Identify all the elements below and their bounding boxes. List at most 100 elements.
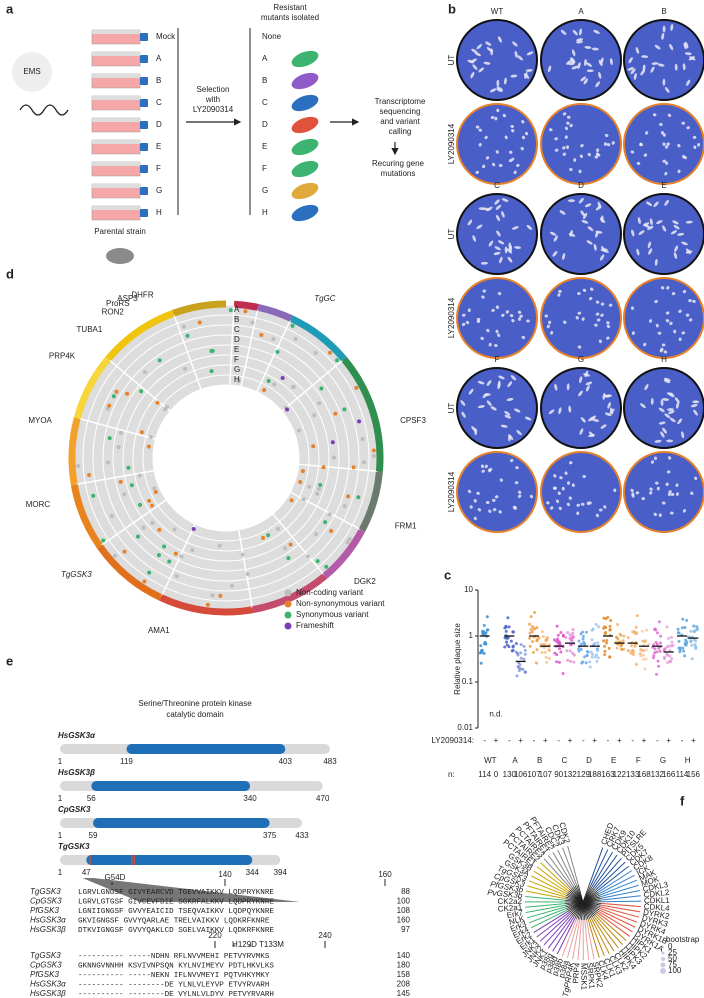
label: DHFR xyxy=(131,290,153,299)
chromosome-arc xyxy=(341,356,384,472)
variant-dot xyxy=(172,527,177,532)
flask-cap xyxy=(140,33,148,41)
plaque xyxy=(682,509,686,513)
plaque xyxy=(557,491,561,496)
plaque-dot xyxy=(597,625,601,629)
plaque xyxy=(516,430,522,436)
tree-leaf: PRP4 xyxy=(571,962,582,984)
plaque xyxy=(662,25,666,33)
plaque xyxy=(563,320,567,324)
plaque-dot xyxy=(635,631,639,635)
plaque xyxy=(627,67,635,71)
plaque xyxy=(666,470,671,474)
plaque xyxy=(580,417,586,423)
n-label: 168 xyxy=(637,770,651,779)
plaque-well xyxy=(623,367,704,449)
plaque-well xyxy=(623,19,704,101)
variant-dot xyxy=(291,385,296,390)
plaque-dot xyxy=(642,653,646,657)
plaque xyxy=(483,207,491,211)
plaque xyxy=(650,66,655,73)
plaque-dot xyxy=(639,648,643,652)
plaque-dot xyxy=(579,642,583,646)
plaque xyxy=(558,289,562,293)
plaque xyxy=(460,400,466,406)
plaque-dot xyxy=(667,636,671,640)
plaque xyxy=(501,211,505,218)
plaque xyxy=(521,119,525,124)
plaque xyxy=(578,169,582,174)
treatment-label: - xyxy=(582,736,585,745)
plaque xyxy=(523,73,530,79)
plaque xyxy=(643,342,647,347)
plaque-dot xyxy=(534,661,538,665)
plaque-dot xyxy=(616,622,620,626)
tree-leaf: CDKL1 xyxy=(644,896,670,905)
chromosome-arc xyxy=(252,573,328,614)
plaque xyxy=(507,256,513,263)
plaque-dot xyxy=(482,623,486,627)
plaque-dot xyxy=(690,657,694,661)
variant-dot xyxy=(327,512,332,517)
plaque xyxy=(520,146,524,151)
plaque xyxy=(662,133,666,137)
plaque xyxy=(606,321,610,325)
plaque xyxy=(486,46,493,52)
plaque-dot xyxy=(584,661,588,665)
plaque-dot xyxy=(609,619,613,623)
plaque-well xyxy=(456,451,538,533)
plaque xyxy=(512,226,519,230)
label: 160 xyxy=(378,870,392,879)
label: D xyxy=(262,120,268,129)
plaque-dot xyxy=(561,671,565,675)
plaque-dot xyxy=(537,636,541,640)
plaque xyxy=(644,384,649,391)
plaque xyxy=(667,492,672,496)
plaque xyxy=(494,495,499,499)
plaque xyxy=(668,392,675,398)
plaque xyxy=(514,408,521,413)
plaque-dot xyxy=(640,629,644,633)
label: D xyxy=(578,181,584,190)
plaque-dot xyxy=(653,647,657,651)
legend-swatch xyxy=(284,600,292,608)
plaque xyxy=(646,201,653,207)
plaque-dot xyxy=(566,631,570,635)
plaque-dot xyxy=(644,648,648,652)
plaque xyxy=(461,322,466,327)
variant-dot xyxy=(150,503,155,508)
plaque xyxy=(476,224,483,230)
label: LY2090314 xyxy=(447,123,456,164)
variant-dot xyxy=(118,479,123,484)
plaque xyxy=(594,155,599,159)
sequence-end: 208 xyxy=(397,980,411,989)
tree-branch xyxy=(552,852,575,887)
sequence: GKNNGVNNHH KSVIVNPSQN KYLNVIMEYV PDTLHKV… xyxy=(78,963,274,971)
plaque xyxy=(475,125,480,129)
plaque xyxy=(476,44,483,50)
plaque xyxy=(509,458,514,463)
tree-branch xyxy=(527,906,566,919)
plaque-dot xyxy=(658,649,662,653)
tree-branch xyxy=(600,906,640,918)
tree-branch xyxy=(590,849,609,886)
plaque-dot xyxy=(583,643,587,647)
plaque-dot xyxy=(595,659,599,663)
plaque xyxy=(477,405,485,409)
plaque-dot xyxy=(680,626,684,630)
plaque xyxy=(498,510,502,514)
variant-dot xyxy=(300,469,305,474)
plaque-dot xyxy=(692,624,696,628)
plaque xyxy=(568,405,572,413)
plaque xyxy=(554,148,559,152)
plaque xyxy=(499,478,503,482)
label: 1 xyxy=(58,757,63,766)
plaque xyxy=(554,137,558,141)
plaque xyxy=(654,44,661,50)
plaque xyxy=(567,481,571,485)
plaque xyxy=(480,464,484,469)
plaque xyxy=(496,79,500,87)
plaque-dot xyxy=(530,624,534,628)
plaque xyxy=(670,511,674,515)
tree-stem xyxy=(577,884,584,903)
